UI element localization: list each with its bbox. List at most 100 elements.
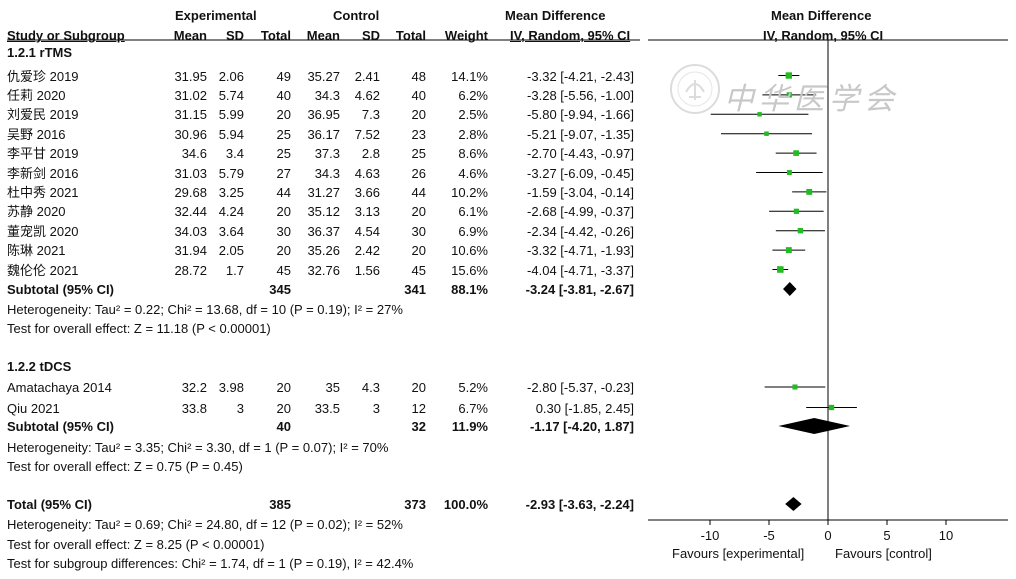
pooled-diamond [778,418,851,434]
exp-sd-cell: 5.94 [218,126,244,142]
exp-sd-cell: 5.99 [218,107,244,123]
ci-cell: -3.28 [-5.56, -1.00] [527,87,634,103]
header-ctl-total: Total [395,28,426,43]
exp-mean-cell: 31.03 [174,165,207,181]
subtotal-tdcs-weight: 11.9% [451,419,488,434]
header-ctl-mean: Mean [306,28,340,43]
ctl-sd-cell: 4.63 [354,165,380,181]
exp-mean-cell: 31.02 [174,87,207,103]
exp-sd-cell: 3.25 [218,184,244,200]
subtotal-rtms-exp-total: 345 [269,282,291,297]
exp-total-cell: 44 [276,184,291,200]
exp-mean-cell: 32.44 [174,204,207,220]
subgroup-label: 1.2.2 tDCS [7,359,72,374]
x-tick-label: 0 [824,528,832,543]
subtotal-tdcs-ctl-total: 32 [411,419,426,434]
overall-effect-text: Test for overall effect: Z = 11.18 (P < … [7,321,271,336]
ctl-sd-cell: 2.41 [354,68,380,84]
study-name: 任莉 2020 [7,87,66,103]
ci-cell: -5.21 [-9.07, -1.35] [527,126,634,142]
ctl-mean-cell: 34.3 [314,165,340,181]
watermark-text: 中华医学会 [724,82,899,117]
subtotal-rtms-weight: 88.1% [451,282,488,297]
exp-sd-cell: 3.4 [225,146,244,162]
exp-mean-cell: 30.96 [174,126,207,142]
pooled-diamond [783,282,797,296]
subgroup-label: 1.2.1 rTMS [7,45,73,60]
ctl-sd-cell: 1.56 [354,262,380,278]
weight-cell: 6.1% [458,204,488,220]
ctl-mean-cell: 35 [325,380,340,395]
total-overall-effect-text: Test for overall effect: Z = 8.25 (P < 0… [7,537,265,552]
subtotal-tdcs-exp-total: 40 [276,419,291,434]
effect-square [785,72,793,79]
watermark-seal-icon [670,64,720,114]
study-name: Amatachaya 2014 [7,380,112,395]
weight-cell: 6.2% [458,87,488,103]
exp-mean-cell: 28.72 [174,262,207,278]
exp-total-cell: 30 [276,223,291,239]
overall-effect-text: Test for overall effect: Z = 0.75 (P = 0… [7,459,243,474]
exp-total-cell: 49 [276,68,291,84]
exp-mean-cell: 31.95 [174,68,207,84]
subtotal-tdcs-label: Subtotal (95% CI) [7,419,114,434]
weight-cell: 10.6% [451,243,488,259]
ctl-total-cell: 25 [411,146,426,162]
study-name: 魏伦伦 2021 [7,262,79,278]
ci-cell: 0.30 [-1.85, 2.45] [535,400,634,416]
exp-mean-cell: 34.03 [174,223,207,239]
ctl-sd-cell: 4.62 [354,87,380,103]
ctl-total-cell: 20 [411,204,426,220]
total-row-ci: -2.93 [-3.63, -2.24] [525,497,634,512]
exp-total-cell: 20 [276,380,291,395]
exp-total-cell: 27 [276,165,291,181]
effect-square [806,188,813,195]
heterogeneity-text: Heterogeneity: Tau² = 0.22; Chi² = 13.68… [7,302,403,317]
exp-total-cell: 45 [276,262,291,278]
ctl-total-cell: 20 [411,243,426,259]
header-method-right: IV, Random, 95% CI [763,28,884,43]
exp-mean-cell: 31.15 [174,107,207,123]
ctl-sd-cell: 2.42 [354,243,380,259]
weight-cell: 6.7% [458,400,488,416]
ctl-mean-cell: 35.26 [307,243,340,259]
x-tick-label: -5 [763,528,775,543]
study-name: 吴野 2016 [7,126,66,142]
ctl-total-cell: 26 [411,165,426,181]
heterogeneity-text: Heterogeneity: Tau² = 3.35; Chi² = 3.30,… [7,440,389,455]
ctl-sd-cell: 7.3 [361,107,380,123]
ci-cell: -2.34 [-4.42, -0.26] [527,223,634,239]
effect-square [786,92,792,98]
ci-cell: -1.59 [-3.04, -0.14] [527,184,634,200]
ctl-total-cell: 40 [411,87,426,103]
exp-total-cell: 20 [276,204,291,220]
ctl-mean-cell: 35.12 [307,204,340,220]
exp-total-cell: 20 [276,400,291,416]
effect-square [793,208,799,214]
ctl-mean-cell: 37.3 [314,146,340,162]
header-control: Control [333,8,380,23]
subtotal-rtms-ci: -3.24 [-3.81, -2.67] [525,282,634,297]
study-name: 董宠凯 2020 [7,223,79,239]
exp-sd-cell: 3 [236,400,244,416]
total-row-exp-total: 385 [269,497,291,512]
subtotal-rtms-ctl-total: 341 [404,282,426,297]
weight-cell: 5.2% [458,380,488,395]
exp-total-cell: 25 [276,146,291,162]
exp-sd-cell: 4.24 [218,204,244,220]
subtotal-rtms-label: Subtotal (95% CI) [7,282,114,297]
weight-cell: 2.5% [458,107,488,123]
exp-total-cell: 20 [276,243,291,259]
ctl-total-cell: 20 [411,107,426,123]
exp-sd-cell: 3.64 [218,223,244,239]
exp-sd-cell: 5.79 [218,165,244,181]
ctl-sd-cell: 4.54 [354,223,380,239]
x-tick-label: 5 [883,528,891,543]
header-mean-difference-right: Mean Difference [771,8,872,23]
header-exp-mean: Mean [173,28,207,43]
ctl-sd-cell: 3.13 [354,204,380,220]
effect-square [757,112,762,117]
exp-total-cell: 40 [276,87,291,103]
total-row-label: Total (95% CI) [7,497,92,512]
header-exp-sd: SD [225,28,244,43]
